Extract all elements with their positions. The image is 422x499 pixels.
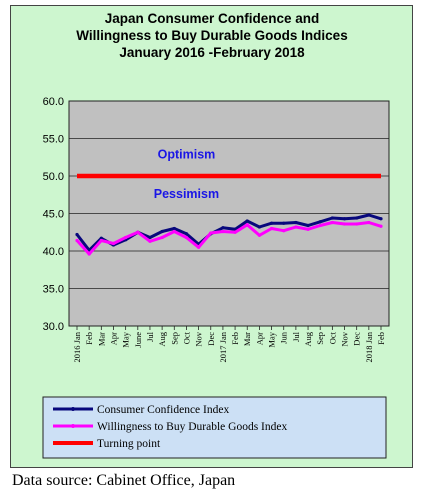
data-point-willingness-to-buy-durable-goods-index	[75, 238, 79, 243]
annotation-pessimism: Pessimism	[154, 187, 219, 201]
data-point-willingness-to-buy-durable-goods-index	[99, 238, 103, 243]
data-point-willingness-to-buy-durable-goods-index	[367, 220, 371, 225]
x-tick-label: 2017 Jan	[218, 331, 228, 362]
series-line-consumer-confidence-index	[75, 213, 382, 252]
chart-svg: Japan Consumer Confidence and Willingness…	[42, 11, 390, 459]
data-point-willingness-to-buy-durable-goods-index	[282, 229, 286, 233]
data-point-willingness-to-buy-durable-goods-index	[306, 227, 310, 231]
data-point-willingness-to-buy-durable-goods-index	[87, 252, 91, 256]
data-point-consumer-confidence-index	[245, 219, 249, 223]
chart-frame: Japan Consumer Confidence and Willingness…	[10, 5, 413, 468]
x-tick-label: Feb	[84, 332, 94, 345]
data-point-consumer-confidence-index	[148, 235, 152, 240]
data-point-willingness-to-buy-durable-goods-index	[355, 222, 359, 226]
data-point-willingness-to-buy-durable-goods-index	[233, 230, 237, 234]
data-point-consumer-confidence-index	[330, 216, 334, 220]
x-tick-label: May	[121, 331, 131, 347]
data-point-willingness-to-buy-durable-goods-index	[294, 225, 298, 229]
data-point-willingness-to-buy-durable-goods-index	[184, 235, 189, 240]
x-tick-label: Dec	[352, 332, 362, 346]
data-point-willingness-to-buy-durable-goods-index	[257, 233, 261, 237]
legend-label: Willingness to Buy Durable Goods Index	[97, 421, 287, 433]
x-tick-label: Oct	[181, 331, 191, 344]
data-point-willingness-to-buy-durable-goods-index	[172, 229, 176, 234]
data-point-willingness-to-buy-durable-goods-index	[160, 235, 164, 240]
data-point-consumer-confidence-index	[172, 226, 176, 231]
data-point-consumer-confidence-index	[75, 232, 79, 237]
data-point-willingness-to-buy-durable-goods-index	[136, 230, 140, 234]
x-tick-label: Nov	[340, 331, 350, 346]
data-point-willingness-to-buy-durable-goods-index	[124, 235, 128, 240]
x-tick-label: Mar	[96, 332, 106, 346]
data-point-consumer-confidence-index	[184, 232, 189, 236]
x-tick-label: Apr	[108, 332, 118, 345]
data-point-willingness-to-buy-durable-goods-index	[245, 223, 249, 227]
data-point-consumer-confidence-index	[367, 213, 371, 217]
legend-box	[42, 396, 387, 459]
y-tick-label: 50.0	[43, 171, 64, 183]
x-tick-label: 2018 Jan	[364, 331, 374, 362]
data-point-consumer-confidence-index	[294, 220, 298, 225]
data-point-willingness-to-buy-durable-goods-index	[330, 220, 334, 225]
x-tick-label: Jun	[279, 331, 289, 344]
data-point-consumer-confidence-index	[269, 221, 274, 225]
data-point-willingness-to-buy-durable-goods-index	[111, 241, 116, 246]
data-point-consumer-confidence-index	[233, 227, 237, 231]
x-tick-label: 2016 Jan	[72, 331, 82, 362]
chart-title-line: January 2016 -February 2018	[119, 45, 305, 60]
x-tick-label: Mar	[242, 332, 252, 346]
x-tick-label: June	[133, 332, 143, 348]
data-point-consumer-confidence-index	[99, 236, 103, 240]
data-point-consumer-confidence-index	[355, 216, 359, 220]
x-tick-label: Nov	[194, 331, 204, 346]
y-tick-label: 35.0	[43, 284, 64, 296]
annotation-optimism: Optimism	[158, 147, 216, 161]
data-point-willingness-to-buy-durable-goods-index	[318, 223, 322, 228]
data-point-willingness-to-buy-durable-goods-index	[221, 229, 225, 234]
source-note: Data source: Cabinet Office, Japan	[12, 472, 236, 489]
data-point-consumer-confidence-index	[257, 225, 261, 229]
chart-title-line: Japan Consumer Confidence and	[105, 11, 320, 26]
data-point-consumer-confidence-index	[282, 221, 286, 225]
y-tick-label: 45.0	[43, 209, 64, 221]
x-tick-label: Oct	[327, 331, 337, 344]
data-point-willingness-to-buy-durable-goods-index	[148, 239, 152, 243]
x-tick-label: May	[267, 331, 277, 347]
x-tick-label: Jul	[145, 331, 155, 342]
x-tick-label: Sep	[169, 332, 179, 345]
x-tick-label: Feb	[376, 332, 386, 345]
y-tick-label: 55.0	[43, 134, 64, 146]
y-tick-label: 60.0	[43, 96, 64, 108]
x-tick-label: Dec	[206, 332, 216, 346]
data-point-willingness-to-buy-durable-goods-index	[342, 222, 347, 226]
data-point-consumer-confidence-index	[221, 226, 225, 230]
data-point-willingness-to-buy-durable-goods-index	[269, 226, 274, 231]
x-tick-label: Aug	[157, 331, 167, 346]
x-tick-label: Feb	[230, 332, 240, 345]
data-point-consumer-confidence-index	[306, 223, 310, 228]
data-point-consumer-confidence-index	[342, 217, 347, 221]
series-line-willingness-to-buy-durable-goods-index	[75, 221, 382, 256]
data-point-willingness-to-buy-durable-goods-index	[209, 231, 213, 235]
legend-label: Consumer Confidence Index	[97, 404, 229, 416]
legend-label: Turning point	[97, 438, 161, 450]
y-tick-label: 30.0	[43, 321, 64, 333]
data-point-willingness-to-buy-durable-goods-index	[197, 245, 201, 249]
x-tick-label: Aug	[303, 331, 313, 346]
data-point-consumer-confidence-index	[379, 217, 383, 221]
x-tick-label: Jul	[291, 331, 301, 342]
legend-marker	[71, 407, 75, 411]
y-tick-label: 40.0	[43, 246, 64, 258]
x-tick-label: Apr	[254, 332, 264, 345]
data-point-willingness-to-buy-durable-goods-index	[379, 224, 383, 228]
data-point-consumer-confidence-index	[318, 220, 322, 224]
legend-marker	[71, 424, 75, 428]
data-point-consumer-confidence-index	[160, 229, 164, 234]
chart-title-line: Willingness to Buy Durable Goods Indices	[76, 28, 347, 43]
x-tick-label: Sep	[315, 332, 325, 345]
